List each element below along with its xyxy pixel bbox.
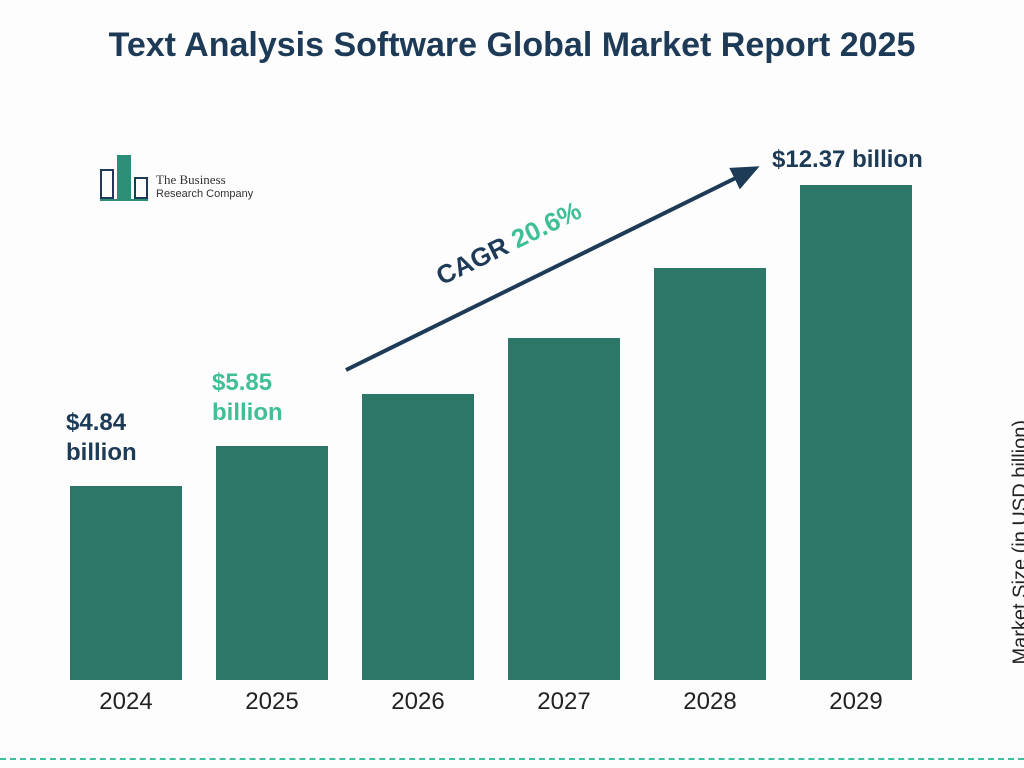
x-axis: 2024 2025 2026 2027 2028 2029 (70, 682, 940, 722)
x-label-2026: 2026 (391, 688, 444, 716)
bar-2027 (508, 338, 620, 680)
chart-title: Text Analysis Software Global Market Rep… (0, 24, 1024, 67)
bar-2024 (70, 486, 182, 680)
value-label-2025: $5.85billion (212, 368, 283, 428)
value-label-2024: $4.84billion (66, 408, 137, 468)
x-label-2028: 2028 (683, 688, 736, 716)
market-report-chart: Text Analysis Software Global Market Rep… (0, 0, 1024, 768)
bar-2028 (654, 268, 766, 680)
bar-2026 (362, 394, 474, 680)
bar-2025 (216, 446, 328, 680)
bar-2029 (800, 185, 912, 680)
x-label-2024: 2024 (99, 688, 152, 716)
value-label-2029: $12.37 billion (772, 145, 923, 175)
chart-plot-area (70, 140, 940, 680)
x-label-2029: 2029 (829, 688, 882, 716)
x-label-2027: 2027 (537, 688, 590, 716)
y-axis-title: Market Size (in USD billion) (1010, 420, 1024, 665)
x-label-2025: 2025 (245, 688, 298, 716)
footer-divider (0, 758, 1024, 760)
